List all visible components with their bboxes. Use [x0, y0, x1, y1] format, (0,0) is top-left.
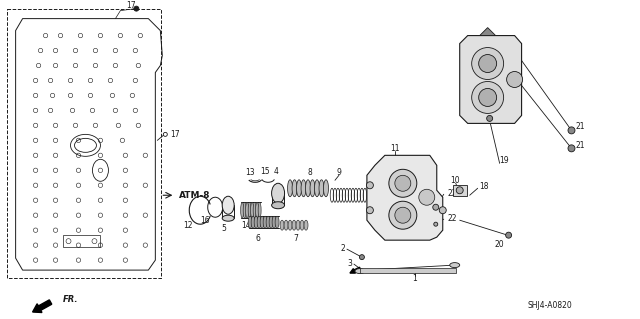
Ellipse shape — [301, 180, 306, 197]
Text: 18: 18 — [479, 182, 489, 191]
Ellipse shape — [241, 202, 244, 218]
Text: 9: 9 — [337, 168, 341, 177]
Ellipse shape — [314, 180, 319, 197]
Text: 4: 4 — [274, 167, 278, 176]
Text: 1: 1 — [412, 274, 417, 283]
Bar — [63, 235, 100, 247]
Text: 11: 11 — [390, 144, 399, 153]
Polygon shape — [460, 36, 522, 123]
Ellipse shape — [305, 180, 310, 197]
Text: 3: 3 — [347, 259, 352, 268]
Ellipse shape — [296, 220, 300, 230]
Circle shape — [360, 255, 364, 260]
Circle shape — [367, 207, 373, 214]
Circle shape — [472, 48, 504, 79]
Ellipse shape — [248, 216, 252, 228]
Text: 19: 19 — [500, 156, 509, 165]
Text: SHJ4-A0820: SHJ4-A0820 — [527, 300, 572, 309]
Text: 16: 16 — [200, 216, 210, 225]
Ellipse shape — [450, 263, 460, 268]
Ellipse shape — [292, 220, 296, 230]
Ellipse shape — [248, 202, 251, 218]
Ellipse shape — [222, 196, 234, 214]
Text: 2: 2 — [340, 244, 345, 253]
Bar — [6, 9, 161, 278]
Circle shape — [479, 55, 497, 72]
Ellipse shape — [288, 220, 292, 230]
Ellipse shape — [253, 202, 256, 218]
Text: 10: 10 — [450, 176, 460, 185]
Text: 21: 21 — [575, 122, 585, 131]
Ellipse shape — [280, 220, 284, 230]
Text: 6: 6 — [256, 234, 260, 243]
Ellipse shape — [255, 202, 259, 218]
Ellipse shape — [319, 180, 324, 197]
Text: 8: 8 — [308, 168, 312, 177]
Ellipse shape — [355, 269, 365, 274]
Text: 5: 5 — [221, 224, 227, 233]
Ellipse shape — [323, 180, 328, 197]
Text: 20: 20 — [495, 240, 504, 249]
Ellipse shape — [296, 180, 301, 197]
Circle shape — [434, 222, 438, 226]
Ellipse shape — [269, 216, 273, 228]
Ellipse shape — [304, 220, 308, 230]
Circle shape — [395, 175, 411, 191]
Text: 7: 7 — [294, 234, 298, 243]
Circle shape — [568, 127, 575, 134]
Circle shape — [395, 207, 411, 223]
Circle shape — [367, 182, 373, 189]
Circle shape — [472, 81, 504, 114]
Ellipse shape — [300, 220, 304, 230]
Circle shape — [134, 6, 139, 11]
Circle shape — [568, 145, 575, 152]
Circle shape — [419, 189, 435, 205]
Text: ATM-8: ATM-8 — [179, 191, 211, 200]
Text: 14: 14 — [241, 221, 251, 230]
Ellipse shape — [287, 180, 292, 197]
Text: 13: 13 — [245, 168, 255, 177]
Circle shape — [389, 201, 417, 229]
Circle shape — [506, 232, 511, 238]
Circle shape — [486, 115, 493, 122]
Ellipse shape — [260, 216, 264, 228]
Ellipse shape — [246, 202, 249, 218]
Circle shape — [389, 169, 417, 197]
Text: 17: 17 — [127, 1, 136, 10]
Text: FR.: FR. — [63, 294, 78, 304]
Circle shape — [433, 204, 439, 210]
Ellipse shape — [254, 216, 258, 228]
Ellipse shape — [266, 216, 270, 228]
Text: 12: 12 — [183, 221, 192, 230]
Polygon shape — [367, 155, 443, 240]
FancyArrow shape — [33, 300, 52, 313]
Ellipse shape — [292, 180, 297, 197]
Ellipse shape — [310, 180, 315, 197]
Circle shape — [439, 207, 446, 214]
Ellipse shape — [222, 215, 234, 221]
Ellipse shape — [263, 216, 267, 228]
Circle shape — [507, 71, 523, 87]
FancyArrow shape — [350, 267, 360, 273]
Bar — [360, 268, 456, 273]
Ellipse shape — [275, 216, 279, 228]
Text: 22: 22 — [448, 214, 457, 223]
Text: 17: 17 — [170, 130, 180, 139]
Circle shape — [456, 187, 463, 194]
Ellipse shape — [271, 202, 285, 209]
Polygon shape — [479, 28, 495, 36]
Ellipse shape — [271, 183, 285, 203]
Circle shape — [479, 88, 497, 107]
Polygon shape — [452, 185, 467, 196]
Text: 21: 21 — [575, 141, 585, 150]
Ellipse shape — [251, 216, 255, 228]
Ellipse shape — [258, 202, 261, 218]
Text: 15: 15 — [260, 167, 270, 176]
Ellipse shape — [243, 202, 246, 218]
Text: 22: 22 — [448, 189, 457, 198]
Ellipse shape — [257, 216, 261, 228]
Ellipse shape — [284, 220, 288, 230]
Ellipse shape — [251, 202, 253, 218]
Ellipse shape — [272, 216, 276, 228]
